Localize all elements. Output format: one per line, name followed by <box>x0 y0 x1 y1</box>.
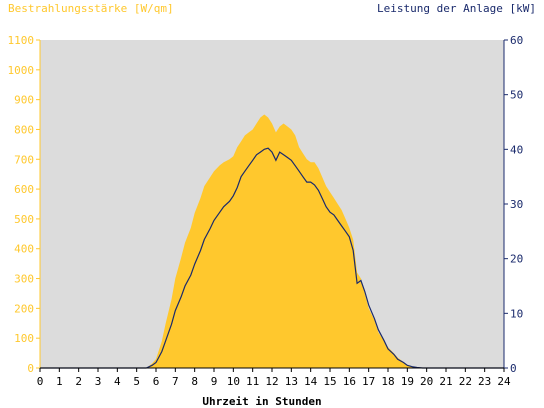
x-tick-label: 23 <box>478 375 491 388</box>
x-tick-label: 18 <box>381 375 394 388</box>
left-axis-ticks: 0 100 200 300 400 500 600 700 800 900 1000 1100 <box>8 34 40 375</box>
x-tick-label: 21 <box>439 375 452 388</box>
right-axis-title: Leistung der Anlage [kW] <box>377 2 536 15</box>
x-tick-label: 2 <box>75 375 82 388</box>
x-tick-label: 14 <box>304 375 318 388</box>
x-tick-label: 7 <box>172 375 179 388</box>
right-axis-ticks: 0 10 20 30 40 50 60 <box>504 34 523 375</box>
left-tick-label: 1000 <box>8 64 35 77</box>
x-tick-label: 19 <box>401 375 414 388</box>
left-tick-label: 1100 <box>8 34 35 47</box>
right-tick-label: 30 <box>510 198 523 211</box>
left-tick-label: 900 <box>14 94 34 107</box>
x-tick-label: 15 <box>323 375 336 388</box>
x-tick-label: 12 <box>265 375 278 388</box>
x-tick-label: 6 <box>153 375 160 388</box>
irradiance-area <box>40 114 504 368</box>
x-axis-ticks: 0 1 2 3 4 5 6 7 8 9 10 11 12 13 14 15 16 17 18 19 20 21 22 23 24 <box>37 368 511 388</box>
x-tick-label: 24 <box>497 375 511 388</box>
x-tick-label: 4 <box>114 375 121 388</box>
right-tick-label: 20 <box>510 253 523 266</box>
x-tick-label: 22 <box>459 375 472 388</box>
right-tick-label: 10 <box>510 307 523 320</box>
right-tick-label: 50 <box>510 89 523 102</box>
power-line <box>40 147 504 369</box>
left-tick-label: 100 <box>14 332 34 345</box>
x-tick-label: 11 <box>246 375 259 388</box>
x-tick-label: 1 <box>56 375 63 388</box>
left-tick-label: 600 <box>14 183 34 196</box>
x-tick-label: 20 <box>420 375 433 388</box>
left-tick-label: 500 <box>14 213 34 226</box>
x-tick-label: 13 <box>285 375 298 388</box>
left-tick-label: 300 <box>14 273 34 286</box>
x-tick-label: 17 <box>362 375 375 388</box>
left-axis-title: Bestrahlungsstärke [W/qm] <box>8 2 174 15</box>
x-tick-label: 16 <box>343 375 356 388</box>
x-tick-label: 0 <box>37 375 44 388</box>
x-tick-label: 10 <box>227 375 240 388</box>
left-tick-label: 0 <box>27 362 34 375</box>
left-tick-label: 200 <box>14 302 34 315</box>
x-axis-label: Uhrzeit in Stunden <box>202 395 321 408</box>
right-tick-label: 0 <box>510 362 517 375</box>
x-tick-label: 5 <box>133 375 140 388</box>
left-tick-label: 800 <box>14 123 34 136</box>
x-tick-label: 3 <box>95 375 102 388</box>
x-tick-label: 9 <box>211 375 218 388</box>
x-tick-label: 8 <box>191 375 198 388</box>
right-tick-label: 60 <box>510 34 523 47</box>
right-tick-label: 40 <box>510 143 523 156</box>
left-tick-label: 700 <box>14 153 34 166</box>
left-tick-label: 400 <box>14 243 34 256</box>
